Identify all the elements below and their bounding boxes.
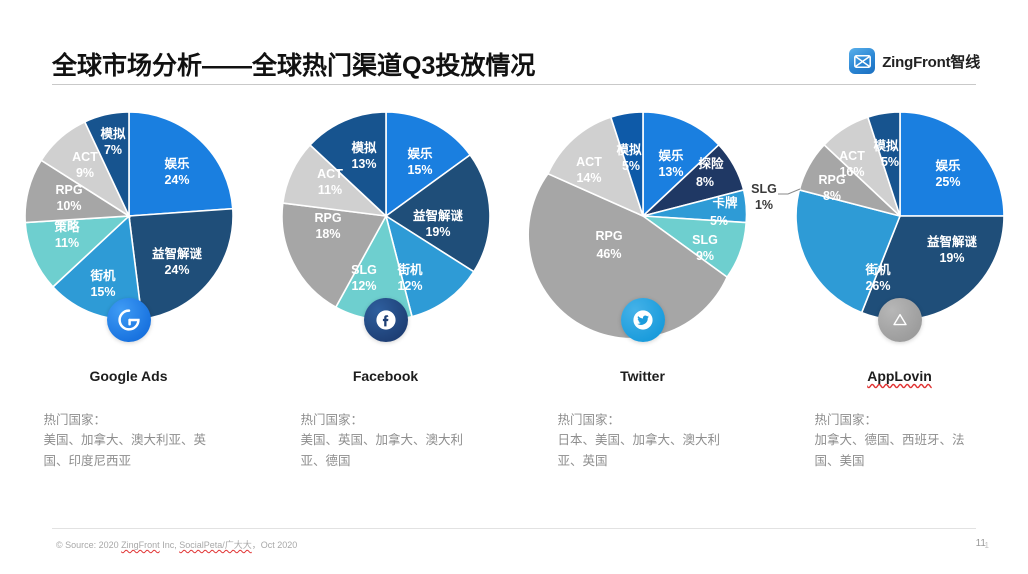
- pie-slice-entertainment: [127, 111, 234, 217]
- channel-title-google-ads: Google Ads: [89, 368, 168, 384]
- brand-logo: ZingFront智线: [849, 48, 980, 74]
- pie-slice-entertainment: [641, 111, 720, 218]
- brand-name: ZingFront智线: [882, 53, 980, 71]
- source-mid: Inc,: [159, 540, 180, 550]
- pie-slice-simulation: [83, 111, 130, 217]
- slide-footer: © Source: 2020 ZingFront Inc, SocialPeta…: [0, 528, 1028, 574]
- channel-column-twitter: 娱乐 13% 探险 8% 卡牌 5% SLG 9% RPG 46% ACT 14…: [514, 106, 771, 471]
- countries-value: 美国、英国、加拿大、澳大利亚、德国: [300, 433, 464, 468]
- footer-divider: [52, 528, 976, 529]
- pie-slice-arcade: [794, 182, 901, 314]
- countries-value: 美国、加拿大、澳大利亚、英国、印度尼西亚: [43, 433, 207, 468]
- countries-block-applovin: 热门国家： 加拿大、德国、西班牙、法国、美国: [815, 410, 985, 471]
- countries-label: 热门国家：: [557, 413, 621, 427]
- countries-block-twitter: 热门国家： 日本、美国、加拿大、澳大利亚、英国: [558, 410, 728, 471]
- slide-header: 全球市场分析——全球热门渠道Q3投放情况 ZingFront智线: [0, 0, 1028, 92]
- pie-slice-entertainment: [898, 111, 1005, 217]
- pie-slice-simulation: [866, 111, 901, 217]
- source-credit: © Source: 2020 ZingFront Inc, SocialPeta…: [56, 538, 297, 551]
- charts-row: 娱乐 24% 益智解谜 24% 街机 15% 策略 11% RPG 10% AC…: [0, 106, 1028, 471]
- pie-svg-facebook: 娱乐 15% 益智解谜 19% 街机 12% SLG 12% RPG 18% A…: [280, 111, 491, 321]
- pie-chart-facebook: 娱乐 15% 益智解谜 19% 街机 12% SLG 12% RPG 18% A…: [276, 106, 496, 342]
- source-brand: ZingFront: [121, 540, 160, 550]
- channel-title-facebook: Facebook: [352, 368, 419, 384]
- countries-label: 热门国家：: [43, 413, 107, 427]
- source-prefix: © Source: 2020: [56, 540, 122, 550]
- pie-slice-arcade: [384, 214, 475, 318]
- pie-svg-google-ads: 娱乐 24% 益智解谜 24% 街机 15% 策略 11% RPG 10% AC…: [23, 111, 234, 321]
- facebook-icon[interactable]: [363, 298, 408, 342]
- google-ads-icon[interactable]: [106, 298, 151, 342]
- pie-slice-strategy: [23, 215, 131, 289]
- countries-label: 热门国家：: [300, 413, 364, 427]
- channel-title-twitter: Twitter: [620, 368, 665, 384]
- countries-label: 热门国家：: [814, 413, 878, 427]
- pie-slice-simulation: [308, 111, 387, 218]
- source-suffix: ，Oct 2020: [251, 540, 298, 550]
- twitter-icon[interactable]: [620, 298, 665, 342]
- pie-svg-applovin: 娱乐 25% 益智解谜 19% 街机 26% SLG 1% RPG 8% ACT…: [751, 111, 1005, 321]
- channel-column-facebook: 娱乐 15% 益智解谜 19% 街机 12% SLG 12% RPG 18% A…: [257, 106, 514, 471]
- channel-column-google-ads: 娱乐 24% 益智解谜 24% 街机 15% 策略 11% RPG 10% AC…: [0, 106, 257, 471]
- header-divider: [52, 84, 976, 85]
- pie-slice-puzzle: [127, 207, 234, 321]
- pie-slice-rpg: [526, 172, 728, 340]
- pie-svg-twitter: 娱乐 13% 探险 8% 卡牌 5% SLG 9% RPG 46% ACT 14…: [526, 111, 747, 340]
- countries-value: 日本、美国、加拿大、澳大利亚、英国: [557, 433, 721, 468]
- page-number: 11: [975, 538, 986, 549]
- applovin-icon[interactable]: [877, 298, 922, 342]
- pie-slice-rpg: [280, 202, 387, 309]
- pie-slice-act: [546, 116, 644, 218]
- source-partner: SocialPeta/广大大: [179, 540, 252, 550]
- page-number-shadow: 1: [984, 541, 989, 550]
- pie-chart-twitter: 娱乐 13% 探险 8% 卡牌 5% SLG 9% RPG 46% ACT 14…: [526, 106, 753, 342]
- pie-slice-simulation: [609, 111, 644, 217]
- countries-block-google-ads: 热门国家： 美国、加拿大、澳大利亚、英国、印度尼西亚: [44, 410, 214, 471]
- pie-chart-applovin: 娱乐 25% 益智解谜 19% 街机 26% SLG 1% RPG 8% ACT…: [751, 106, 1010, 342]
- pie-chart-google-ads: 娱乐 24% 益智解谜 24% 街机 15% 策略 11% RPG 10% AC…: [19, 106, 239, 342]
- channel-title-applovin: AppLovin: [867, 368, 932, 384]
- pie-slice-entertainment: [384, 111, 471, 218]
- pie-slice-puzzle: [384, 153, 491, 273]
- page-title: 全球市场分析——全球热门渠道Q3投放情况: [52, 52, 536, 80]
- countries-block-facebook: 热门国家： 美国、英国、加拿大、澳大利亚、德国: [301, 410, 471, 471]
- countries-value: 加拿大、德国、西班牙、法国、美国: [814, 433, 965, 468]
- slg-leader-line: [777, 188, 800, 195]
- envelope-bowtie-icon: [849, 48, 876, 74]
- channel-column-applovin: 娱乐 25% 益智解谜 19% 街机 26% SLG 1% RPG 8% ACT…: [751, 106, 1028, 471]
